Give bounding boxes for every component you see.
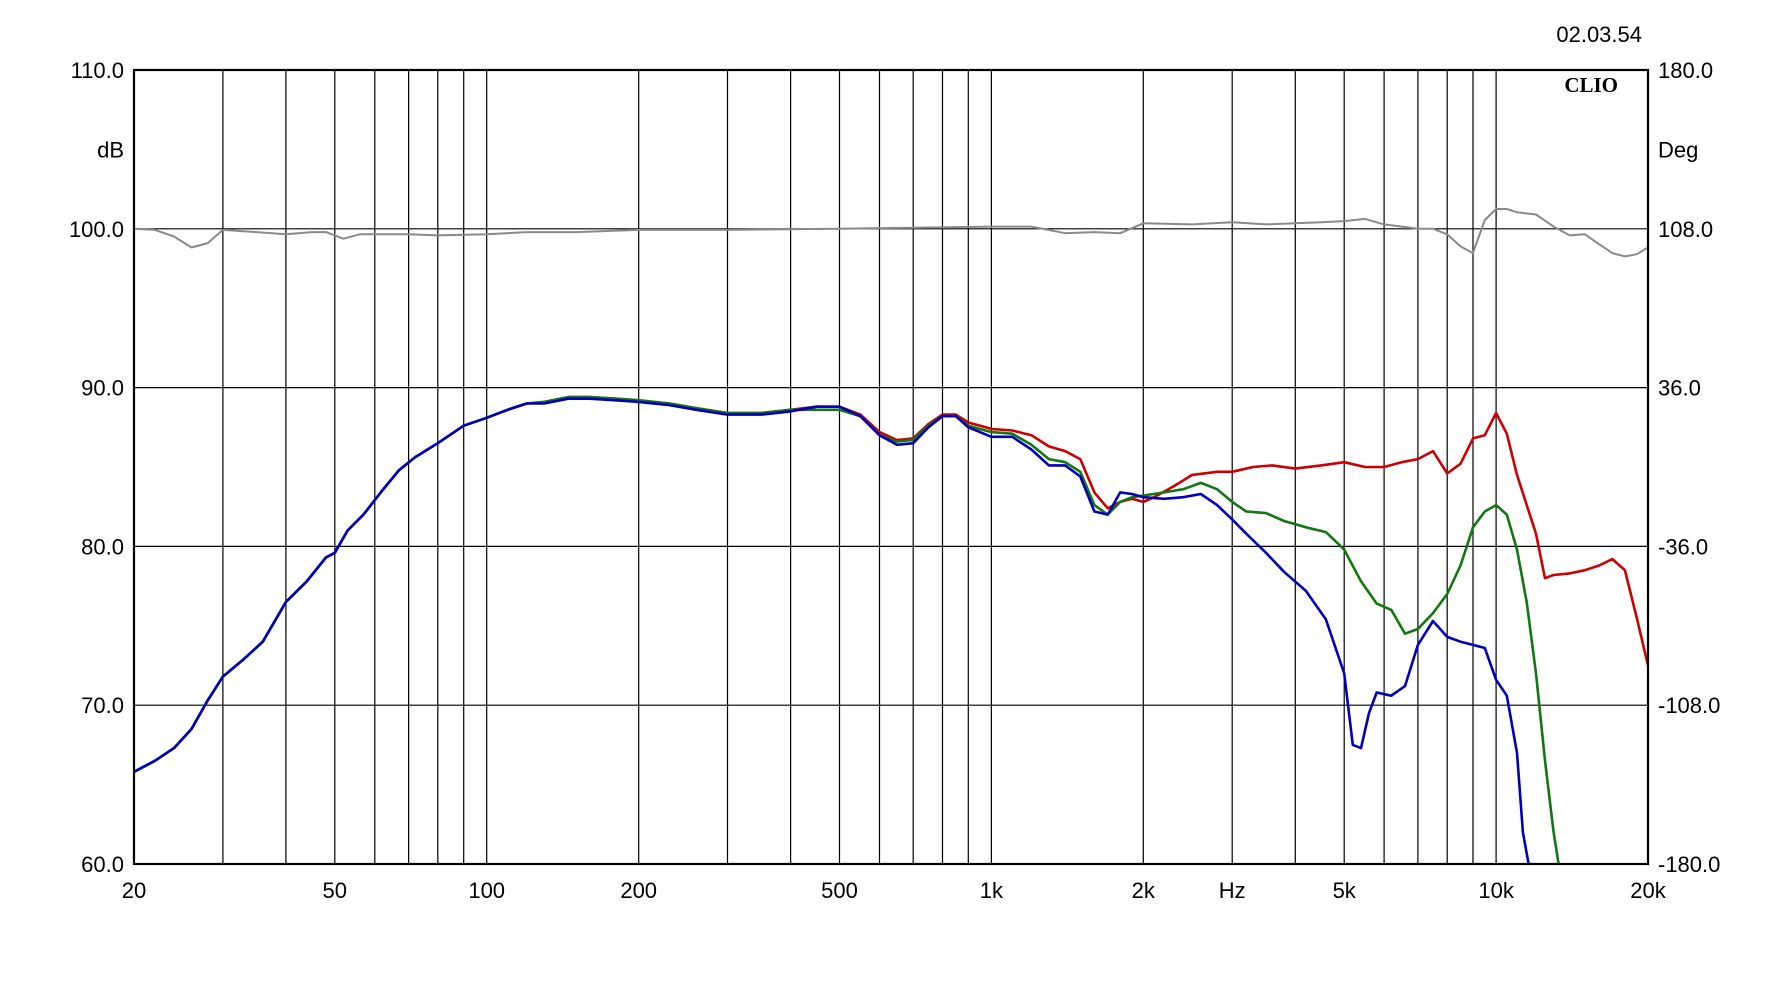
series-line-3 [134, 397, 1530, 864]
x-tick-label: 20k [1630, 878, 1666, 903]
plot-frame [132, 68, 1650, 866]
clio-logo: CLIO [1564, 73, 1618, 97]
x-tick-label: 5k [1333, 878, 1357, 903]
y-left-tick-label: 70.0 [81, 693, 124, 718]
series-line-1 [134, 395, 1648, 774]
x-tick-label: 50 [323, 878, 347, 903]
timestamp: 02.03.54 [1556, 22, 1642, 47]
y-left-tick-label: 90.0 [81, 376, 124, 401]
y-left-tick-label: 100.0 [69, 217, 124, 242]
y-right-tick-label: 36.0 [1658, 376, 1701, 401]
x-tick-label: 2k [1132, 878, 1156, 903]
y-right-unit: Deg [1658, 137, 1698, 162]
x-tick-label: 100 [468, 878, 505, 903]
x-tick-label: 500 [821, 878, 858, 903]
grid-lines [133, 69, 1649, 865]
y-left-tick-label: 110.0 [71, 58, 124, 83]
y-left-unit: dB [97, 137, 124, 162]
series-line-4 [134, 208, 1648, 258]
series-line-2 [134, 395, 1560, 864]
x-axis-unit: Hz [1219, 878, 1246, 903]
plot-border [132, 68, 1650, 866]
y-right-tick-label: 108.0 [1658, 217, 1713, 242]
y-right-tick-label: -180.0 [1658, 852, 1720, 877]
x-tick-label: 10k [1478, 878, 1514, 903]
x-tick-label: 200 [620, 878, 657, 903]
x-tick-label: 20 [122, 878, 146, 903]
y-left-tick-label: 80.0 [81, 534, 124, 559]
series-layer [134, 208, 1648, 864]
y-right-tick-label: -36.0 [1658, 534, 1708, 559]
x-tick-label: 1k [980, 878, 1004, 903]
y-right-tick-label: 180.0 [1658, 58, 1713, 83]
axis-labels: 110.0 100.0 90.0 80.0 70.0 60.0 180.0 108.0 36.0… [69, 58, 1720, 903]
y-right-tick-label: -108.0 [1658, 693, 1720, 718]
y-left-tick-label: 60.0 [81, 852, 124, 877]
